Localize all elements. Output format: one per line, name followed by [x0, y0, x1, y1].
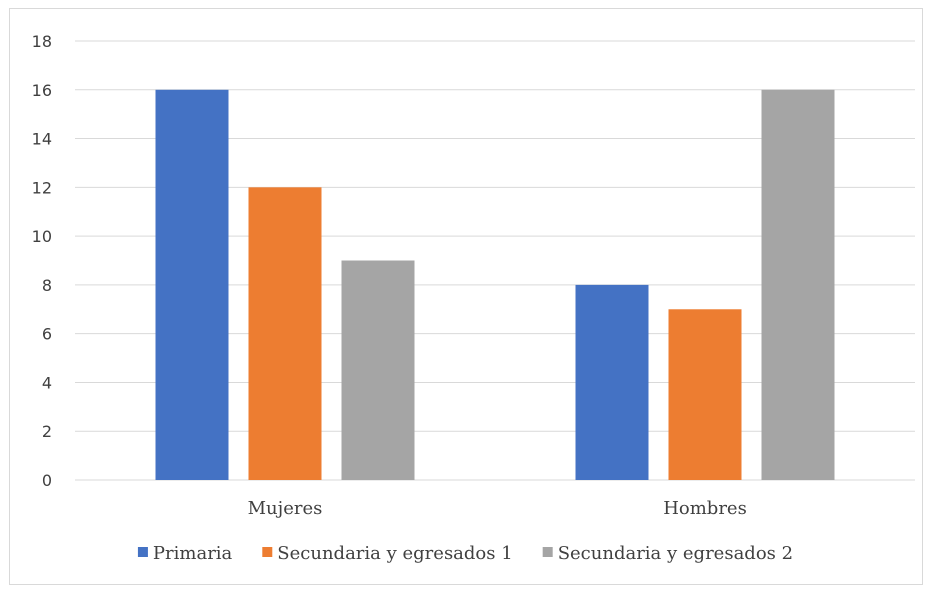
- y-axis-ticks: 0 2 4 6 8 10 12 14 16 18: [32, 32, 52, 490]
- legend-swatch: [262, 547, 273, 557]
- legend-label: Primaria: [153, 543, 233, 564]
- legend-label: Secundaria y egresados 2: [558, 543, 793, 564]
- legend-item: Secundaria y egresados 1: [262, 543, 513, 564]
- bar-mujeres-series-2: [248, 187, 322, 481]
- y-tick-label: 8: [42, 276, 52, 295]
- legend-item: Secundaria y egresados 2: [542, 543, 793, 564]
- bar-hombres-series-1: [575, 284, 649, 480]
- legend-item: Primaria: [137, 543, 233, 564]
- y-tick-label: 6: [42, 325, 52, 344]
- y-tick-label: 16: [32, 81, 52, 100]
- y-tick-label: 10: [32, 227, 52, 246]
- bars: [155, 89, 835, 481]
- y-tick-label: 12: [32, 178, 52, 197]
- y-tick-label: 2: [42, 422, 52, 441]
- bar-hombres-series-3: [761, 89, 835, 481]
- legend-swatch: [542, 547, 553, 557]
- bar-mujeres-series-3: [341, 260, 415, 480]
- bar-mujeres-series-1: [155, 89, 229, 481]
- legend-label: Secundaria y egresados 1: [277, 543, 512, 564]
- x-axis-labels: Mujeres Hombres: [248, 498, 747, 519]
- x-category-label: Mujeres: [248, 498, 323, 519]
- y-tick-label: 4: [42, 373, 52, 392]
- bar-hombres-series-2: [668, 309, 742, 480]
- x-category-label: Hombres: [663, 498, 747, 519]
- y-tick-label: 0: [42, 471, 52, 490]
- legend-swatch: [137, 547, 148, 557]
- y-tick-label: 14: [32, 130, 52, 149]
- y-tick-label: 18: [32, 32, 52, 51]
- legend: Primaria Secundaria y egresados 1 Secundar…: [137, 543, 793, 564]
